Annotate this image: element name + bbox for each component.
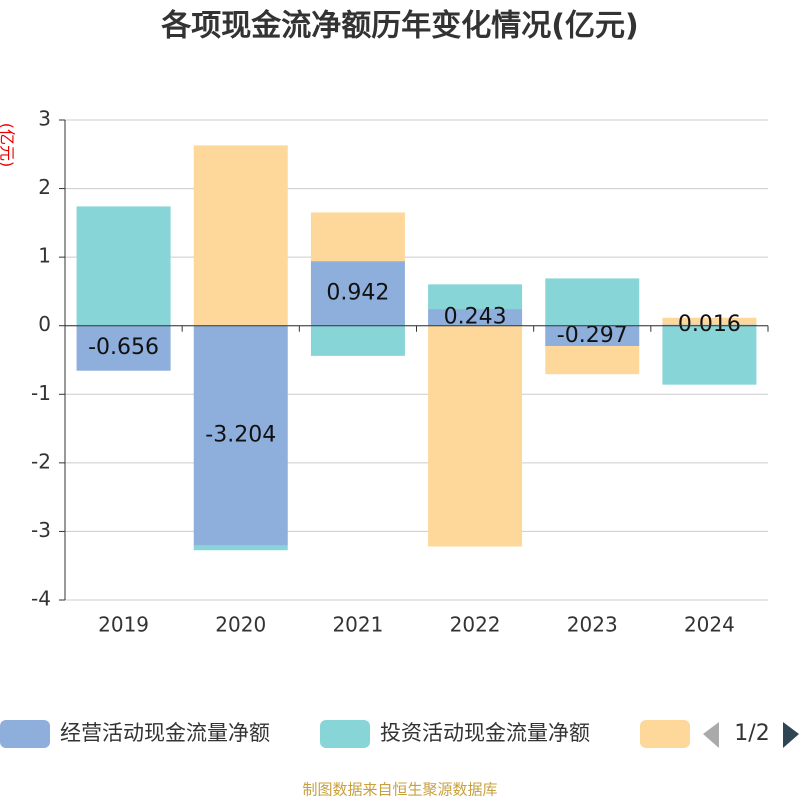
source: 制图数据来自恒生聚源数据库 [302,781,497,799]
legend-page: 1/2 [734,721,769,746]
bar-segment [545,325,640,347]
legend-next[interactable] [783,722,799,748]
data-label: 0.016 [678,312,741,337]
x-tick-label: 2022 [450,613,501,637]
chart-title: 各项现金流净额历年变化情况(亿元) [160,9,638,44]
legend-swatch [0,720,50,748]
data-label: -3.204 [205,423,276,448]
y-tick-label: -4 [31,587,51,611]
bar-segment [662,317,757,325]
bar-segment [310,261,405,326]
bar-segment [545,346,640,375]
legend-swatch [320,720,370,748]
bar-segment [310,325,405,356]
legend-prev[interactable] [703,722,719,748]
x-tick-label: 2023 [567,613,618,637]
bar-segment [193,325,288,546]
bar-segment [76,325,171,371]
bar-segment [193,145,288,326]
bar-segment [428,325,523,547]
y-tick-label: 1 [38,244,51,268]
bar-segment [310,212,405,262]
data-label: -0.656 [88,335,159,360]
bar-segment [545,278,640,326]
x-tick-label: 2021 [332,613,383,637]
y-tick-label: 0 [38,312,51,336]
x-tick-label: 2019 [98,613,149,637]
legend-label: 经营活动现金流量净额 [60,721,270,745]
data-label: -0.297 [557,323,628,348]
legend-swatch [640,720,690,748]
bar-segment [662,324,757,326]
y-tick-label: -3 [31,518,51,542]
bar-segment [76,206,171,326]
y-tick-label: 3 [38,107,51,131]
bar-segment [428,309,523,326]
bar-segment [428,284,523,310]
legend-label: 投资活动现金流量净额 [380,721,590,745]
y-tick-label: -1 [31,381,51,405]
y-tick-label: 2 [38,175,51,199]
y-tick-label: -2 [31,449,51,473]
bar-segment [193,545,288,551]
y-axis-label: (亿元) [0,123,17,168]
bar-segment [662,325,757,385]
x-tick-label: 2020 [215,613,266,637]
x-tick-label: 2024 [684,613,735,637]
data-label: 0.942 [326,280,389,305]
